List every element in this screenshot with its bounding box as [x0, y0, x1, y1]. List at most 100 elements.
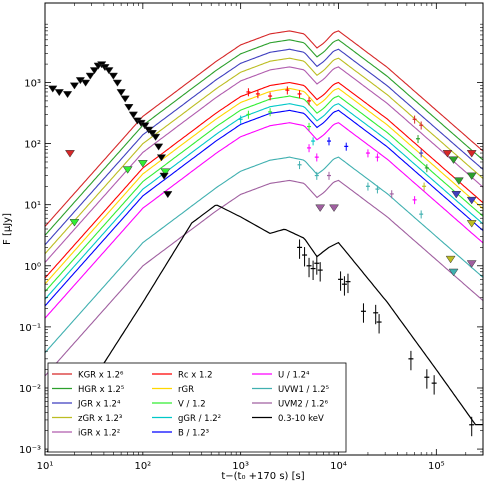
legend-label-10: U / 1.2⁴ — [278, 371, 310, 381]
legend-entry-3: zGR x 1.2³ — [52, 414, 122, 424]
series-line-2 — [44, 48, 484, 246]
legend-label-2: JGR x 1.2⁴ — [77, 400, 121, 410]
optical-point-20 — [375, 185, 380, 194]
series-line-5 — [44, 81, 484, 279]
upper-limit-marker-11 — [466, 150, 477, 158]
optical-point-10 — [311, 137, 316, 146]
optical-point-22 — [419, 121, 424, 130]
xray-point-5 — [80, 79, 91, 87]
xray-point-34 — [338, 271, 344, 291]
y-tick-label-4: 10¹ — [24, 201, 41, 212]
series-line-8 — [44, 103, 484, 300]
series-line-3 — [44, 57, 484, 255]
xray-point-27 — [163, 191, 173, 199]
xray-point-40 — [408, 350, 414, 371]
xray-point-13 — [112, 79, 123, 87]
legend-label-1: HGR x 1.2⁵ — [78, 385, 124, 395]
xray-point-12 — [108, 72, 119, 80]
legend-entry-7: V / 1.2 — [152, 400, 206, 410]
series-line-13 — [46, 204, 484, 453]
xray-point-17 — [128, 111, 139, 119]
optical-point-4 — [297, 90, 302, 99]
upper-limit-marker-14 — [466, 220, 477, 228]
xray-point-28 — [297, 239, 303, 259]
optical-point-1 — [255, 90, 260, 99]
xray-point-41 — [424, 369, 430, 389]
optical-point-7 — [268, 108, 273, 117]
legend-entry-0: KGR x 1.2⁶ — [52, 371, 124, 381]
legend-entry-8: gGR / 1.2² — [152, 414, 221, 424]
upper-limit-marker-13 — [466, 196, 477, 205]
xray-point-24 — [153, 143, 164, 151]
legend: KGR x 1.2⁶ HGR x 1.2⁵ JGR x 1.2⁴ zGR x 1.2³… — [47, 362, 347, 453]
optical-point-30 — [389, 190, 394, 199]
y-tick-label-2: 10⁻¹ — [19, 323, 41, 334]
optical-point-28 — [419, 210, 424, 219]
legend-entry-6: rGR — [152, 385, 194, 395]
series-line-9 — [44, 109, 484, 307]
upper-limit-marker-16 — [448, 268, 459, 277]
y-tick-label-5: 10² — [24, 140, 41, 151]
xray-point-29 — [302, 247, 308, 267]
optical-point-19 — [365, 182, 370, 191]
xray-point-30 — [306, 257, 312, 278]
upper-limit-marker-5 — [315, 204, 326, 212]
optical-point-18 — [375, 153, 380, 162]
xray-point-3 — [69, 82, 80, 90]
xray-point-36 — [345, 273, 351, 294]
legend-entry-13: 0.3-10 keV — [252, 414, 324, 424]
legend-entry-1: HGR x 1.2⁵ — [52, 385, 124, 395]
legend-label-12: UVM2 / 1.2⁶ — [278, 400, 329, 410]
optical-point-24 — [424, 164, 429, 173]
upper-limit-marker-6 — [329, 204, 339, 212]
legend-label-6: rGR — [178, 385, 194, 395]
xray-point-31 — [310, 260, 316, 281]
series-line-7 — [44, 95, 484, 292]
optical-point-29 — [327, 171, 332, 180]
optical-point-12 — [314, 153, 319, 162]
x-tick-label-2: 10³ — [232, 461, 249, 472]
x-tick-label-1: 10² — [134, 461, 151, 472]
legend-label-9: B / 1.2³ — [178, 429, 209, 439]
legend-entry-12: UVM2 / 1.2⁶ — [252, 400, 329, 410]
upper-limit-marker-12 — [466, 172, 477, 181]
xray-point-7 — [89, 67, 100, 75]
xray-point-16 — [124, 104, 134, 112]
optical-point-9 — [238, 115, 243, 124]
xray-point-32 — [314, 255, 320, 275]
xray-point-20 — [140, 122, 150, 130]
axis-ticks: 10¹ 10² 10³ 10⁴ 10⁵ 10⁻³ 10⁻² 10⁻¹ 10⁰ 10¹ 10² 10³ — [19, 2, 484, 472]
xray-point-35 — [341, 276, 347, 296]
x-axis-label: t−(t₀ +170 s) [s] — [221, 471, 304, 482]
series-line-1 — [44, 39, 484, 236]
optical-point-13 — [297, 161, 302, 170]
optical-point-5 — [307, 97, 312, 106]
optical-point-15 — [327, 137, 332, 146]
x-tick-label-4: 10⁵ — [428, 461, 445, 472]
optical-point-11 — [307, 144, 312, 153]
legend-label-13: 0.3-10 keV — [278, 414, 324, 424]
xray-point-42 — [431, 375, 437, 395]
legend-label-8: gGR / 1.2² — [178, 414, 221, 424]
optical-point-14 — [314, 171, 319, 180]
xray-point-39 — [376, 314, 382, 334]
xray-point-26 — [159, 172, 169, 180]
legend-box — [47, 362, 347, 453]
legend-label-4: iGR x 1.2² — [78, 429, 120, 439]
series-line-6 — [44, 87, 484, 285]
xray-point-22 — [147, 130, 157, 138]
legend-entry-2: JGR x 1.2⁴ — [52, 400, 121, 410]
optical-point-8 — [307, 122, 312, 131]
series-line-12 — [44, 179, 484, 377]
legend-entry-4: iGR x 1.2² — [52, 429, 120, 439]
model-curves — [44, 30, 484, 453]
optical-point-3 — [285, 86, 290, 95]
optical-point-6 — [246, 110, 251, 119]
legend-entry-5: Rc x 1.2 — [152, 371, 213, 381]
optical-point-17 — [365, 149, 370, 158]
series-line-4 — [44, 66, 484, 263]
legend-entry-9: B / 1.2³ — [152, 429, 209, 439]
y-tick-label-1: 10⁻² — [19, 384, 41, 395]
y-axis-label: F [μJy] — [2, 213, 13, 245]
